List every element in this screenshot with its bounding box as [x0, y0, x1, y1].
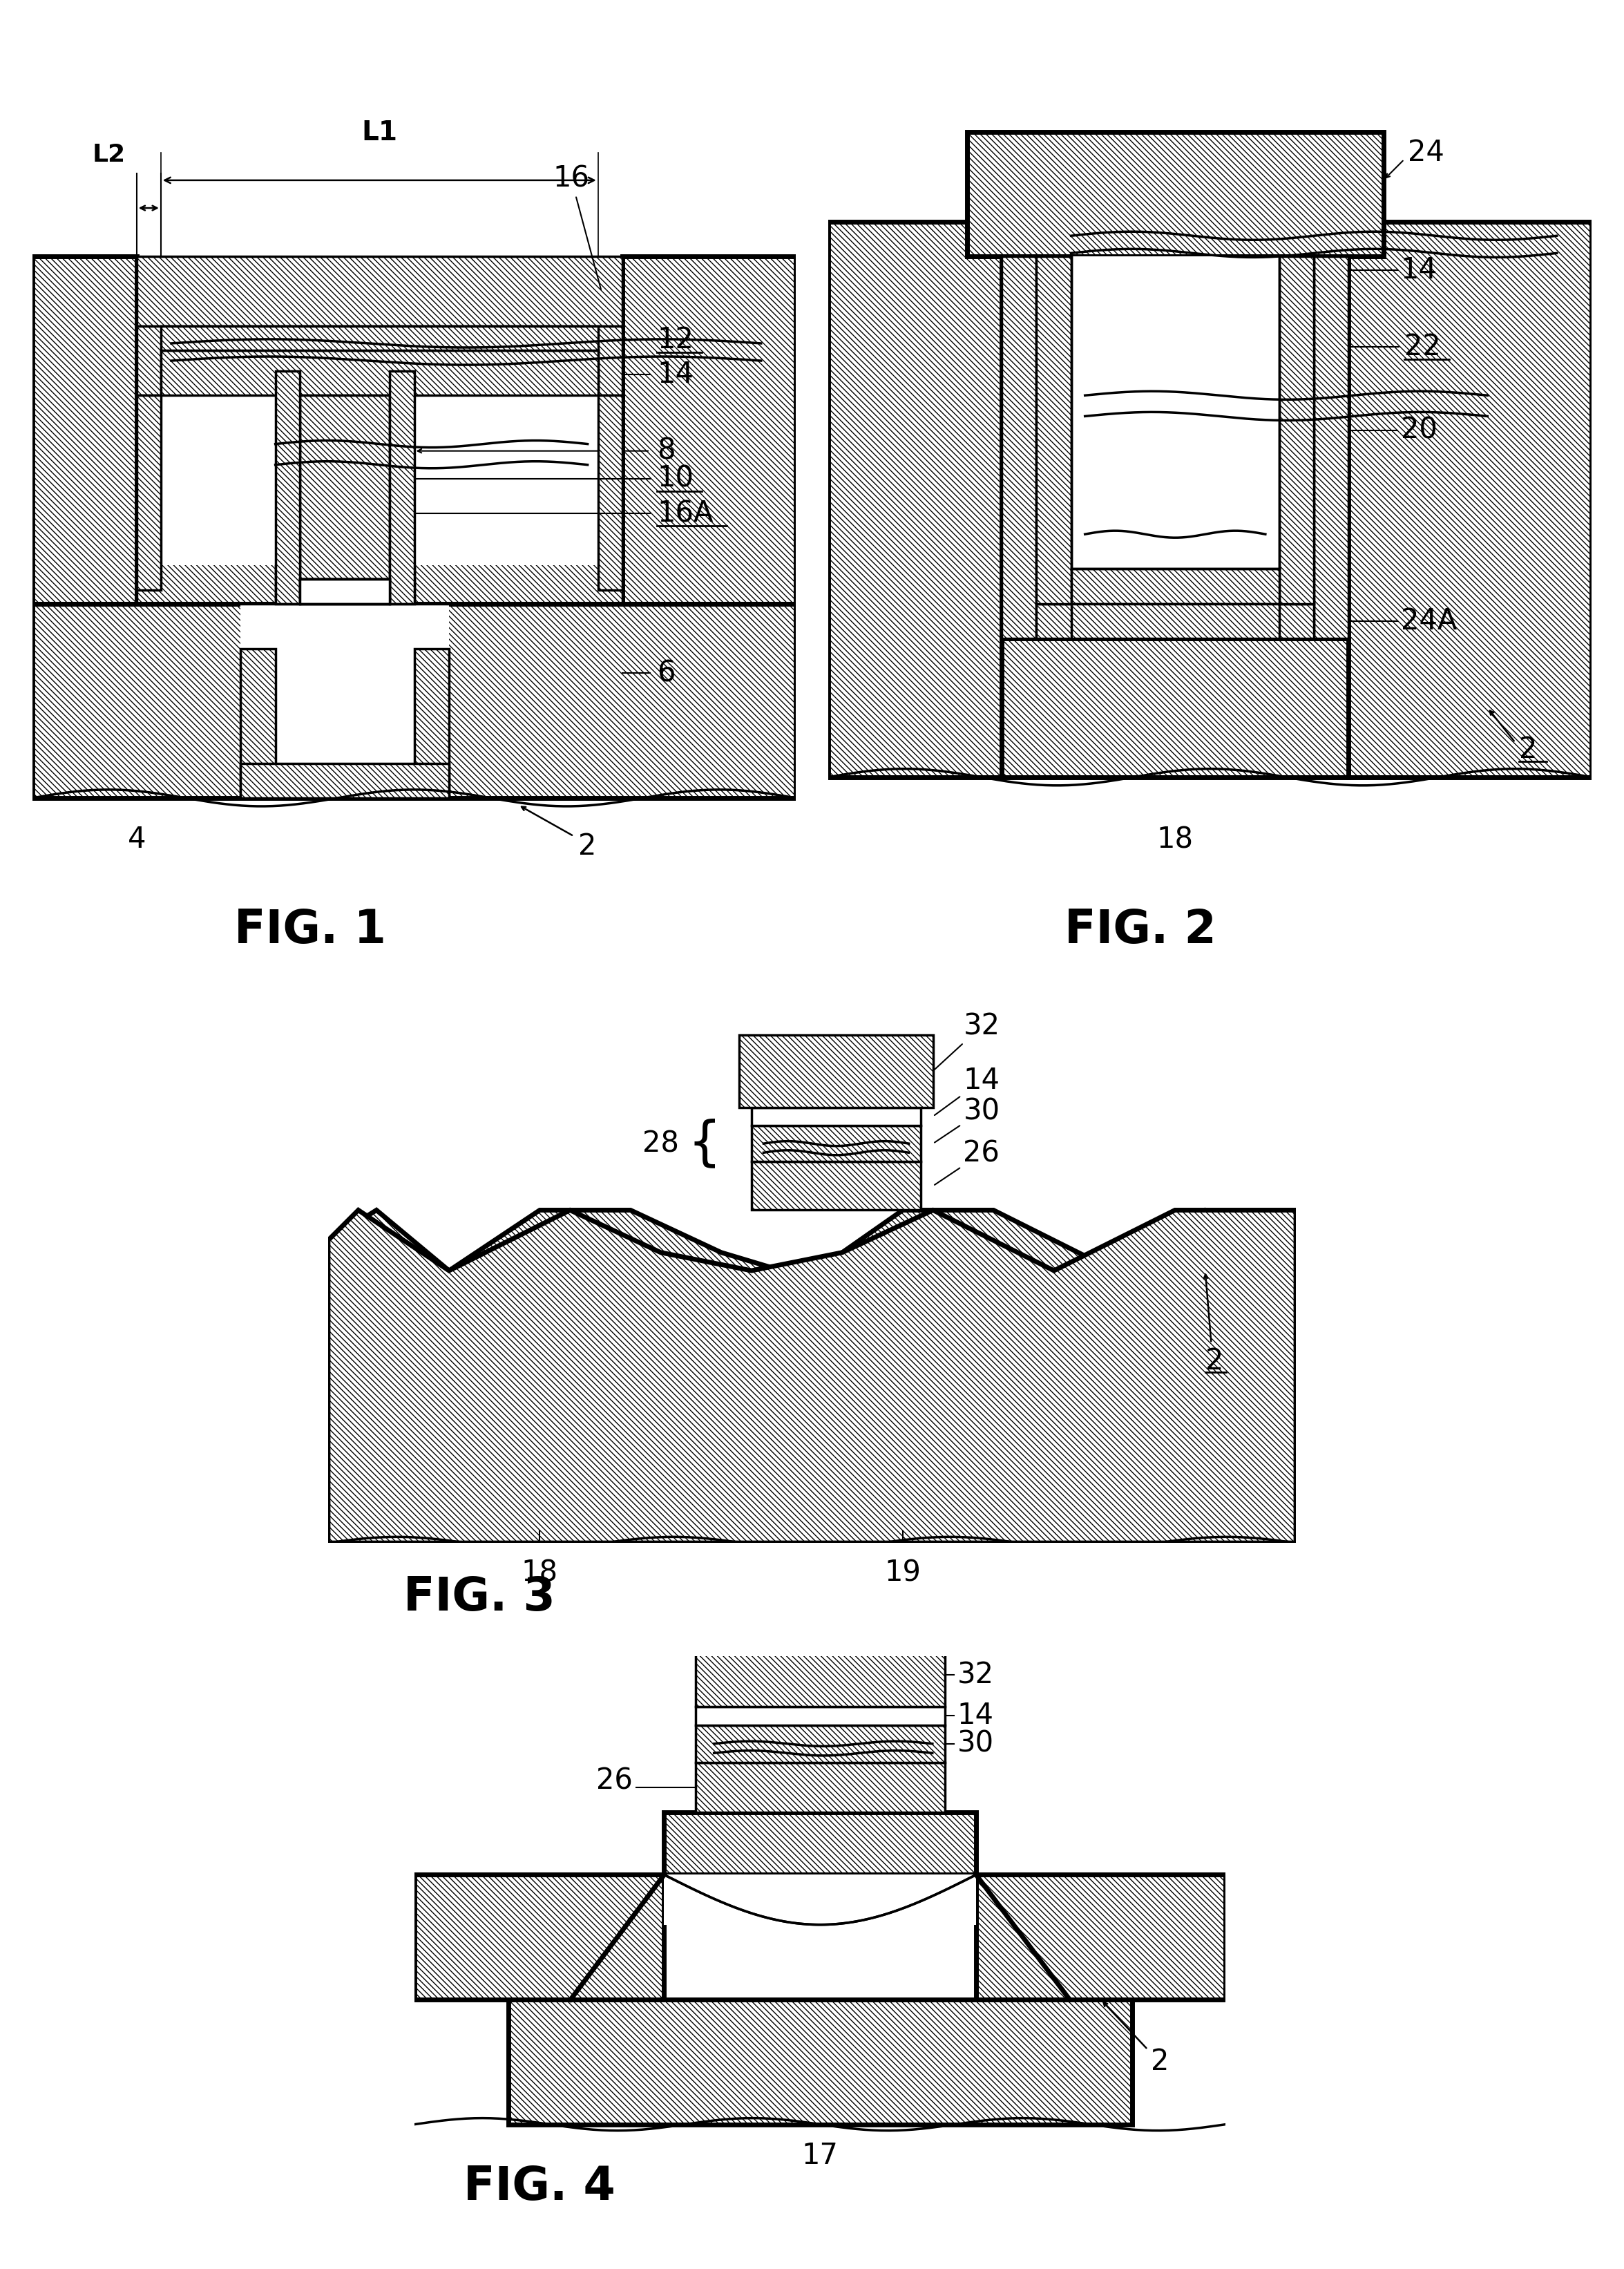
Text: L1: L1: [362, 120, 398, 145]
Bar: [752, 1125, 921, 1162]
Bar: [1072, 570, 1280, 604]
Text: 14: 14: [658, 361, 693, 388]
Polygon shape: [622, 256, 796, 604]
Bar: [161, 349, 252, 395]
Text: 16A: 16A: [658, 499, 713, 529]
Polygon shape: [1348, 222, 1592, 778]
Bar: [752, 1107, 921, 1125]
Text: 18: 18: [1156, 826, 1194, 853]
Bar: [695, 1706, 945, 1724]
Polygon shape: [976, 1874, 1226, 1999]
Bar: [1280, 256, 1314, 604]
Bar: [529, 349, 598, 395]
Bar: [664, 1874, 976, 1924]
Text: 30: 30: [934, 1096, 1000, 1144]
Text: 10: 10: [658, 465, 693, 492]
Bar: [1314, 256, 1348, 638]
Text: 2: 2: [578, 833, 596, 860]
Text: 32: 32: [934, 1012, 1000, 1069]
Bar: [739, 1035, 932, 1107]
Polygon shape: [414, 395, 622, 604]
Bar: [161, 327, 598, 349]
Text: 19: 19: [885, 1559, 921, 1588]
Bar: [328, 1191, 1296, 1543]
Bar: [136, 327, 622, 395]
Polygon shape: [240, 649, 276, 799]
Polygon shape: [664, 1813, 976, 1874]
Bar: [299, 579, 390, 604]
Text: 28: 28: [643, 1130, 679, 1157]
Text: 16: 16: [552, 163, 601, 290]
Text: 26: 26: [596, 1768, 633, 1795]
Text: 20: 20: [1400, 415, 1437, 445]
Polygon shape: [136, 256, 622, 327]
Text: 14: 14: [934, 1066, 1000, 1116]
Text: {: {: [687, 1119, 721, 1169]
Text: 2: 2: [1151, 2047, 1169, 2076]
Text: FIG. 3: FIG. 3: [403, 1575, 555, 1620]
Bar: [240, 604, 448, 799]
Bar: [752, 1162, 921, 1209]
Text: L2: L2: [93, 143, 125, 166]
Text: 6: 6: [658, 658, 676, 688]
Bar: [695, 1763, 945, 1813]
Text: 14: 14: [1400, 256, 1437, 286]
Text: 26: 26: [934, 1139, 1000, 1184]
Polygon shape: [508, 1999, 1132, 2124]
Text: 32: 32: [958, 1661, 994, 1690]
Bar: [695, 1625, 945, 1706]
Polygon shape: [1002, 638, 1348, 778]
Text: 12: 12: [658, 324, 693, 354]
Bar: [390, 372, 414, 604]
Text: FIG. 1: FIG. 1: [234, 908, 387, 953]
Text: 2: 2: [1205, 1348, 1223, 1375]
Bar: [1072, 256, 1280, 570]
Bar: [695, 1724, 945, 1763]
Polygon shape: [32, 256, 136, 604]
Bar: [966, 132, 1384, 256]
Bar: [414, 349, 598, 565]
Bar: [299, 349, 390, 579]
Text: 30: 30: [958, 1729, 994, 1758]
Text: 18: 18: [521, 1559, 559, 1588]
Polygon shape: [828, 222, 1002, 778]
Text: 4: 4: [127, 826, 146, 853]
Bar: [1072, 604, 1280, 638]
Bar: [1002, 256, 1036, 638]
Text: 8: 8: [658, 436, 676, 465]
Polygon shape: [328, 1209, 1296, 1543]
Bar: [1036, 256, 1072, 604]
Polygon shape: [414, 1874, 664, 1999]
Polygon shape: [328, 1209, 1296, 1543]
Bar: [276, 372, 299, 604]
Text: FIG. 4: FIG. 4: [463, 2165, 615, 2210]
Text: FIG. 2: FIG. 2: [1065, 908, 1216, 953]
Polygon shape: [32, 604, 796, 799]
Bar: [161, 349, 276, 565]
Text: 22: 22: [1405, 331, 1440, 361]
Polygon shape: [161, 349, 598, 395]
Text: 24A: 24A: [1400, 606, 1457, 635]
Text: 17: 17: [802, 2142, 838, 2169]
Polygon shape: [299, 395, 390, 579]
Polygon shape: [240, 762, 448, 799]
Bar: [136, 395, 161, 590]
Polygon shape: [414, 649, 448, 799]
Bar: [598, 395, 622, 590]
Bar: [299, 579, 390, 604]
Polygon shape: [136, 395, 276, 604]
Text: 14: 14: [958, 1702, 994, 1731]
Text: 2: 2: [1518, 735, 1536, 765]
Bar: [299, 604, 390, 649]
Bar: [1036, 604, 1314, 638]
Text: 24: 24: [1408, 138, 1444, 168]
